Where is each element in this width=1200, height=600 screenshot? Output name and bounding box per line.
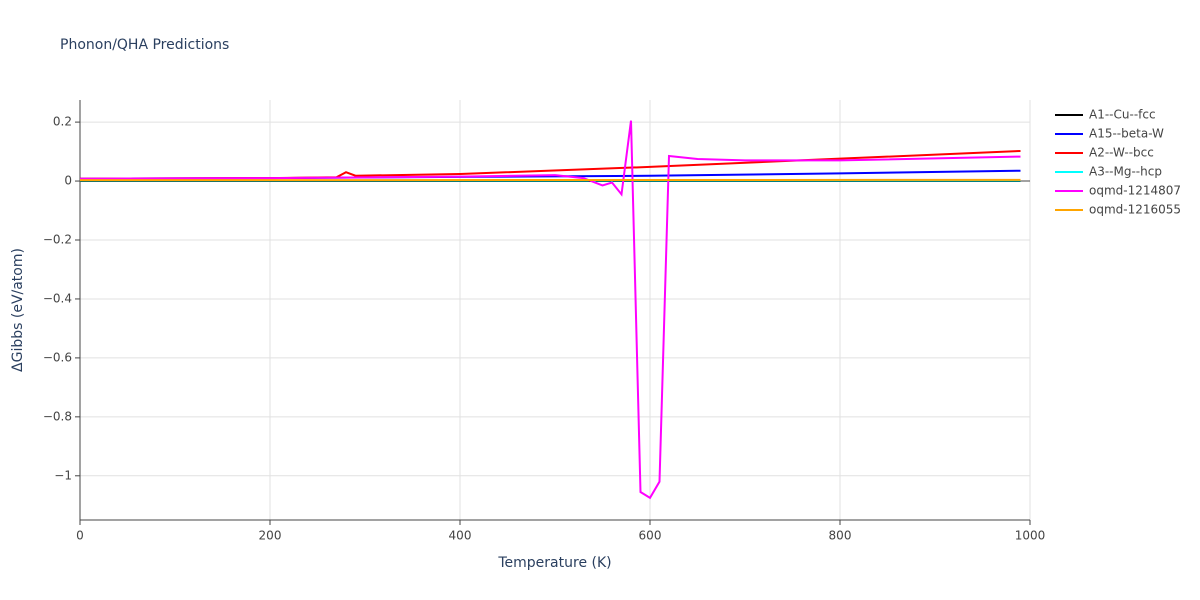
y-tick-label: −0.8: [43, 409, 72, 423]
x-tick-label: 0: [76, 529, 84, 543]
legend-label: oqmd-1214807: [1089, 184, 1181, 198]
legend-label: A2--W--bcc: [1089, 146, 1154, 160]
y-tick-label: −0.2: [43, 233, 72, 247]
y-tick-label: 0.2: [53, 115, 72, 129]
legend-label: A15--beta-W: [1089, 127, 1164, 141]
x-tick-label: 400: [449, 529, 472, 543]
y-tick-label: −0.4: [43, 291, 72, 305]
legend-label: A1--Cu--fcc: [1089, 108, 1156, 122]
x-axis-title: Temperature (K): [497, 555, 611, 571]
series-line: [79, 120, 1021, 500]
x-tick-label: 200: [259, 529, 282, 543]
legend-label: A3--Mg--hcp: [1089, 165, 1162, 179]
x-tick-label: 1000: [1015, 529, 1046, 543]
x-tick-label: 600: [639, 529, 662, 543]
y-axis-title: ΔGibbs (eV/atom): [10, 248, 26, 372]
chart-title: Phonon/QHA Predictions: [60, 37, 229, 53]
y-tick-label: 0: [64, 174, 72, 188]
x-tick-label: 800: [829, 529, 852, 543]
legend-label: oqmd-1216055: [1089, 203, 1181, 217]
y-tick-label: −1: [54, 468, 72, 482]
y-tick-label: −0.6: [43, 350, 72, 364]
